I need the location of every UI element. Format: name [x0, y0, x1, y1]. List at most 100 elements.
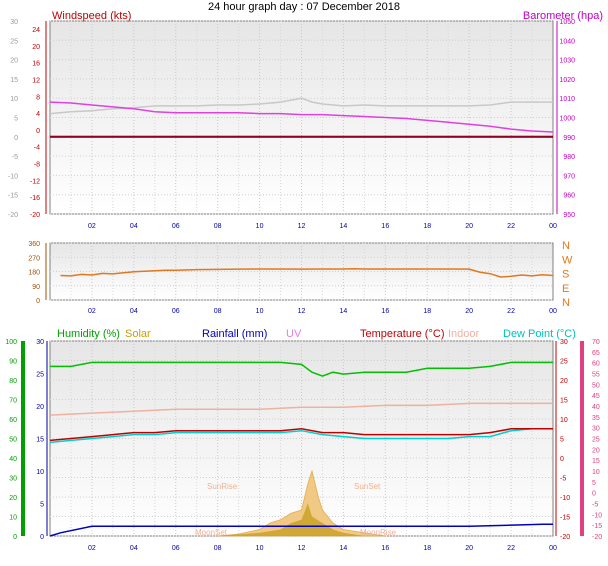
temperature-tick: 10 [560, 417, 568, 424]
dir-hour-tick: 02 [88, 308, 96, 315]
humidity-tick: 60 [9, 417, 17, 424]
barometer-prev-line [49, 97, 553, 115]
rainfall-line [49, 523, 553, 537]
moonset-label: MoonSet [195, 528, 228, 537]
uv-tick: 45 [592, 393, 600, 400]
climate-hour-tick: 08 [214, 545, 222, 552]
wind-left-tick: -8 [34, 162, 40, 169]
rainfall-tick: 15 [36, 437, 44, 444]
humidity-tick: 40 [9, 456, 17, 463]
compass-label: E [562, 283, 569, 295]
wind-hour-tick: 06 [172, 223, 180, 230]
uv-tick: 35 [592, 415, 600, 422]
dir-left-tick: 180 [28, 270, 40, 277]
temperature-tick: -10 [560, 495, 570, 502]
climate-hour-tick: 02 [88, 545, 96, 552]
wind-left-outer-tick: 0 [14, 135, 18, 142]
dir-hour-tick: 14 [340, 308, 348, 315]
temperature-tick: -5 [560, 476, 566, 483]
compass-label: S [562, 269, 569, 281]
uv-label: UV [286, 328, 302, 340]
wind-left-tick: 24 [32, 27, 40, 34]
dir-hour-tick: 10 [256, 308, 264, 315]
uv-tick: -15 [592, 523, 602, 530]
wind-left-outer-tick: -20 [8, 212, 18, 219]
climate-hour-tick: 16 [381, 545, 389, 552]
wind-hour-tick: 04 [130, 223, 138, 230]
humidity-tick: 80 [9, 378, 17, 385]
uv-tick: 55 [592, 372, 600, 379]
baro-right-tick: 950 [563, 212, 575, 219]
wind-left-tick: -12 [30, 178, 40, 185]
humidity-tick: 20 [9, 495, 17, 502]
temperature-line [49, 428, 553, 442]
climate-hour-tick: 00 [549, 545, 557, 552]
humidity-tick: 30 [9, 476, 17, 483]
dir-left-tick: 90 [32, 284, 40, 291]
uv-tick: 50 [592, 382, 600, 389]
wind-left-outer-tick: 5 [14, 116, 18, 123]
wind-hour-tick: 18 [423, 223, 431, 230]
uv-tick: 60 [592, 361, 600, 368]
rainfall-tick: 0 [40, 534, 44, 541]
windspeed-label: Windspeed (kts) [52, 10, 131, 22]
solar-label: Solar [125, 328, 151, 340]
climate-hour-tick: 18 [423, 545, 431, 552]
wind-left-tick: -20 [30, 212, 40, 219]
dir-hour-tick: 18 [423, 308, 431, 315]
barometer-label: Barometer (hpa) [523, 10, 603, 22]
uv-tick: 25 [592, 437, 600, 444]
climate-hour-tick: 14 [340, 545, 348, 552]
moonrise-label: MoonRise [360, 528, 397, 537]
humidity-label: Humidity (%) [57, 328, 120, 340]
baro-right-tick: 980 [563, 154, 575, 161]
compass-label: N [562, 240, 570, 252]
baro-right-tick: 960 [563, 193, 575, 200]
wind-left-outer-tick: 20 [10, 58, 18, 65]
wind-hour-tick: 08 [214, 223, 222, 230]
climate-hour-tick: 22 [507, 545, 515, 552]
wind-left-outer-tick: 15 [10, 77, 18, 84]
compass-label: N [562, 297, 570, 309]
temperature-tick: -15 [560, 515, 570, 522]
dewpoint-label: Dew Point (°C) [503, 328, 576, 340]
dir-hour-tick: 20 [465, 308, 473, 315]
humidity-tick: 90 [9, 359, 17, 366]
sunrise-label: SunRise [207, 482, 238, 491]
temperature-tick: 25 [560, 359, 568, 366]
dir-hour-tick: 00 [549, 308, 557, 315]
rainfall-tick: 5 [40, 502, 44, 509]
wind-hour-tick: 16 [381, 223, 389, 230]
humidity-axis-bar [21, 341, 25, 536]
wind-hour-tick: 00 [549, 223, 557, 230]
chart-title: 24 hour graph day : 07 December 2018 [208, 1, 400, 13]
wind-left-tick: -4 [34, 145, 40, 152]
uv-tick: 10 [592, 469, 600, 476]
climate-hour-tick: 20 [465, 545, 473, 552]
humidity-tick: 70 [9, 398, 17, 405]
temperature-tick: 30 [560, 339, 568, 346]
temperature-tick: 15 [560, 398, 568, 405]
wind-direction-line [60, 268, 554, 278]
indoor-line [49, 402, 553, 416]
climate-hour-tick: 10 [256, 545, 264, 552]
wind-left-tick: 12 [32, 77, 40, 84]
wind-hour-tick: 02 [88, 223, 96, 230]
wind-left-tick: 8 [36, 94, 40, 101]
baro-right-tick: 990 [563, 135, 575, 142]
rainfall-tick: 10 [36, 469, 44, 476]
humidity-tick: 0 [13, 534, 17, 541]
wind-left-tick: 4 [36, 111, 40, 118]
temperature-tick: 20 [560, 378, 568, 385]
compass-label: W [562, 254, 573, 266]
dir-left-tick: 360 [28, 241, 40, 248]
baro-right-tick: 970 [563, 173, 575, 180]
uv-axis-bar [580, 341, 584, 536]
humidity-tick: 10 [9, 515, 17, 522]
dir-hour-tick: 22 [507, 308, 515, 315]
dir-hour-tick: 16 [381, 308, 389, 315]
baro-right-tick: 1050 [559, 19, 575, 26]
temperature-label: Temperature (°C) [360, 328, 444, 340]
